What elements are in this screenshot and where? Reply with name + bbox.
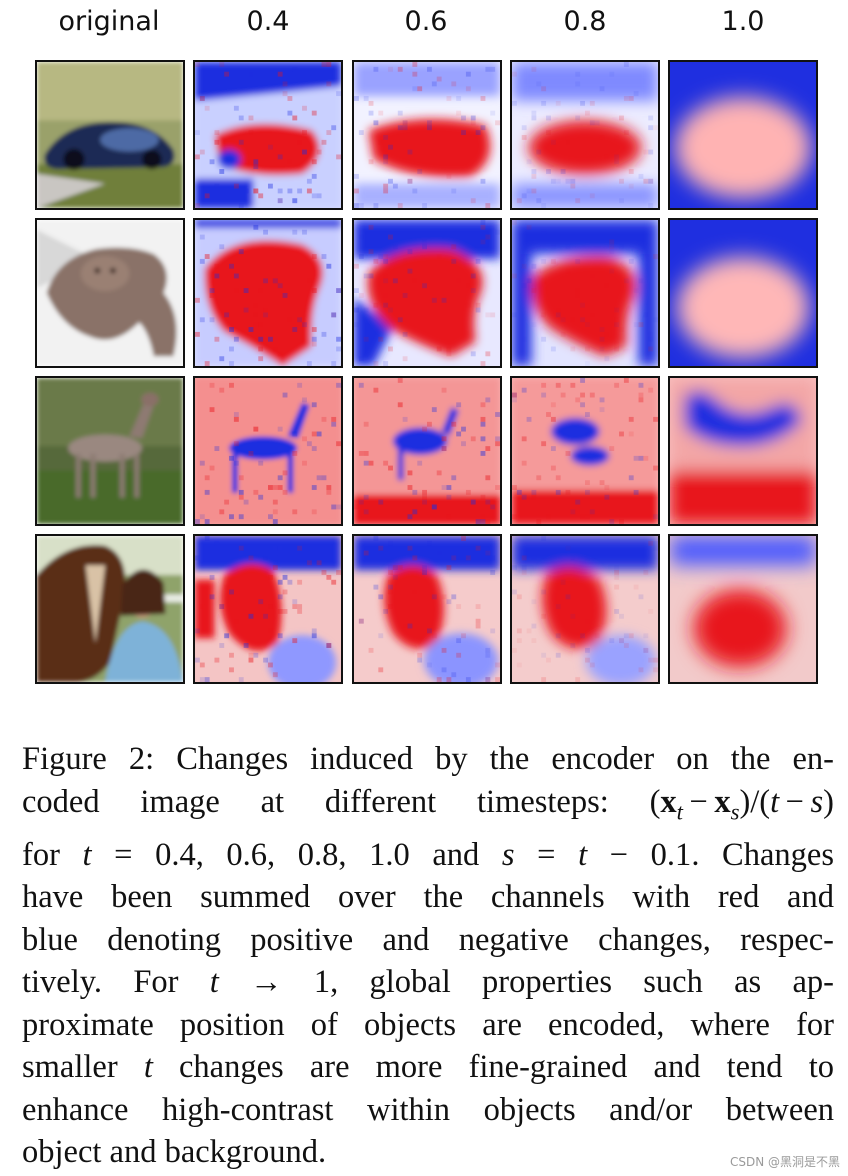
- thumbnail-graphic: [37, 220, 183, 366]
- horse-and-person-heatmap-t-1.0: [668, 534, 818, 684]
- caption-line: object and background.: [22, 1134, 327, 1170]
- car-heatmap-t-0.6: [352, 60, 502, 210]
- deer-original-image: [35, 376, 185, 526]
- heatmap-graphic: [354, 220, 500, 366]
- caption-line: enhance high-contrast within objects and…: [22, 1091, 834, 1128]
- heatmap-graphic: [354, 536, 500, 682]
- caption-line: tively. For t → 1, global properties suc…: [22, 964, 834, 1000]
- cat-heatmap-t-0.8: [510, 218, 660, 368]
- column-header-0.4: 0.4: [246, 6, 290, 37]
- heatmap-graphic: [195, 536, 341, 682]
- heatmap-graphic: [512, 62, 658, 208]
- cat-original-image: [35, 218, 185, 368]
- horse-and-person-heatmap-t-0.6: [352, 534, 502, 684]
- heatmap-graphic: [670, 62, 816, 208]
- cat-heatmap-t-0.6: [352, 218, 502, 368]
- figure-caption: Figure 2: Changes induced by the encoder…: [22, 738, 834, 1174]
- cat-heatmap-t-0.4: [193, 218, 343, 368]
- heatmap-graphic: [354, 378, 500, 524]
- car-heatmap-t-1.0: [668, 60, 818, 210]
- watermark: CSDN @黑洞是不黑: [729, 1155, 840, 1169]
- caption-line: smaller t changes are more fine-grained …: [22, 1049, 834, 1085]
- caption-line: coded image at different timesteps: (xt …: [22, 783, 834, 825]
- caption-line: proximate position of objects are encode…: [22, 1006, 834, 1043]
- column-header-0.8: 0.8: [563, 6, 607, 37]
- heatmap-graphic: [195, 220, 341, 366]
- deer-heatmap-t-0.8: [510, 376, 660, 526]
- thumbnail-graphic: [37, 378, 183, 524]
- car-heatmap-t-0.4: [193, 60, 343, 210]
- caption-math: t = 0.4, 0.6, 0.8, 1.0: [82, 836, 410, 873]
- thumbnail-graphic: [37, 62, 183, 208]
- horse-and-person-original-image: [35, 534, 185, 684]
- caption-line: Figure 2: Changes induced by the encoder…: [22, 741, 834, 777]
- caption-math: t: [143, 1049, 153, 1085]
- column-header-original: original: [58, 6, 160, 37]
- column-header-1.0: 1.0: [721, 6, 765, 37]
- deer-heatmap-t-0.4: [193, 376, 343, 526]
- caption-math: t → 1: [209, 964, 331, 1000]
- caption-math: (xt − xs)/(t − s): [649, 783, 834, 825]
- thumbnail-graphic: [37, 536, 183, 682]
- caption-math: s = t − 0.1: [501, 836, 692, 873]
- caption-line: for t = 0.4, 0.6, 0.8, 1.0 and s = t − 0…: [22, 836, 834, 873]
- heatmap-graphic: [512, 220, 658, 366]
- heatmap-graphic: [195, 378, 341, 524]
- heatmap-graphic: [670, 536, 816, 682]
- caption-line: have been summed over the channels with …: [22, 879, 834, 915]
- caption-line: blue denoting positive and negative chan…: [22, 921, 834, 958]
- column-header-0.6: 0.6: [404, 6, 448, 37]
- heatmap-graphic: [670, 220, 816, 366]
- horse-and-person-heatmap-t-0.8: [510, 534, 660, 684]
- cat-heatmap-t-1.0: [668, 218, 818, 368]
- heatmap-graphic: [512, 536, 658, 682]
- heatmap-graphic: [512, 378, 658, 524]
- heatmap-graphic: [195, 62, 341, 208]
- heatmap-graphic: [354, 62, 500, 208]
- horse-and-person-heatmap-t-0.4: [193, 534, 343, 684]
- car-heatmap-t-0.8: [510, 60, 660, 210]
- deer-heatmap-t-0.6: [352, 376, 502, 526]
- car-original-image: [35, 60, 185, 210]
- heatmap-graphic: [670, 378, 816, 524]
- deer-heatmap-t-1.0: [668, 376, 818, 526]
